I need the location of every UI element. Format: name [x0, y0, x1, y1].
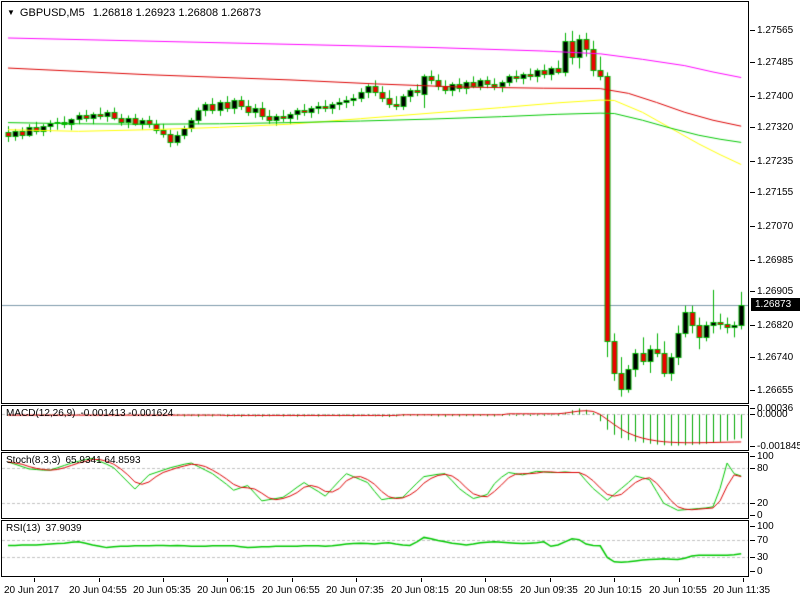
time-axis-tick — [292, 578, 293, 582]
chart-symbol-period: GBPUSD,M5 — [19, 7, 85, 19]
chart-header: ▼ GBPUSD,M5 1.26818 1.26923 1.26808 1.2687… — [7, 7, 261, 19]
macd-label: MACD(12,26,9) -0.001413 -0.001624 — [6, 408, 173, 419]
rsi-label: RSI(13) 37.9039 — [6, 523, 82, 534]
axis-tick-label: 100 — [750, 521, 774, 532]
time-axis-tick — [99, 578, 100, 582]
rsi-values: 37.9039 — [45, 523, 82, 534]
time-axis-label: 20 Jun 05:35 — [133, 585, 191, 596]
axis-tick-label: 1.27320 — [749, 122, 794, 133]
time-axis-tick — [743, 578, 744, 582]
macd-canvas[interactable] — [2, 406, 748, 450]
axis-tick-label: 1.26820 — [749, 320, 794, 331]
time-axis-label: 20 Jun 04:55 — [69, 585, 127, 596]
axis-tick-label: 20 — [749, 498, 769, 509]
stoch-label: Stoch(8,3,3) 65.9341 64.8593 — [6, 455, 141, 466]
axis-tick-label: -0.001845 — [749, 441, 800, 452]
time-axis-tick — [614, 578, 615, 582]
rsi-indicator-pane: RSI(13) 37.9039 — [1, 520, 749, 577]
time-axis-label: 20 Jun 10:55 — [649, 585, 707, 596]
time-axis-tick — [550, 578, 551, 582]
axis-tick-label: 1.26740 — [749, 352, 794, 363]
rsi-canvas[interactable] — [2, 521, 748, 576]
time-axis[interactable]: 20 Jun 2017 20 Jun 04:55 20 Jun 05:35 20 Ju… — [1, 578, 770, 600]
axis-tick-label: 0.0000 — [750, 409, 788, 420]
axis-tick-label: 80 — [749, 463, 769, 474]
time-axis-tick — [421, 578, 422, 582]
axis-tick-label: 1.27400 — [749, 91, 794, 102]
current-price-tag: 1.26873 — [751, 298, 800, 311]
stochastic-indicator-pane: Stoch(8,3,3) 65.9341 64.8593 — [1, 452, 749, 519]
axis-tick-label: 30 — [749, 552, 769, 563]
price-axis[interactable]: 1.27565 1.27485 1.27400 1.27320 1.27235 1.271… — [749, 0, 800, 600]
chart-ohlc-values: 1.26818 1.26923 1.26808 1.26873 — [92, 7, 261, 19]
time-axis-tick — [356, 578, 357, 582]
axis-tick-label: 1.26985 — [749, 255, 794, 266]
time-axis-label: 20 Jun 07:35 — [326, 585, 384, 596]
time-axis-label: 20 Jun 10:15 — [584, 585, 642, 596]
axis-tick-label: 1.27565 — [749, 25, 794, 36]
axis-tick-label: 0 — [750, 510, 763, 521]
time-axis-label: 20 Jun 06:55 — [262, 585, 320, 596]
stoch-canvas[interactable] — [2, 453, 748, 518]
time-axis-tick — [163, 578, 164, 582]
macd-values: -0.001413 -0.001624 — [80, 408, 174, 419]
axis-tick-label: 1.27155 — [749, 187, 794, 198]
axis-tick-label: 1.26905 — [749, 286, 794, 297]
rsi-title: RSI(13) — [6, 523, 41, 534]
time-axis-label: 20 Jun 08:55 — [455, 585, 513, 596]
macd-indicator-pane: MACD(12,26,9) -0.001413 -0.001624 — [1, 405, 749, 451]
axis-tick-label: 1.27485 — [749, 57, 794, 68]
main-chart-pane: ▼ GBPUSD,M5 1.26818 1.26923 1.26808 1.2687… — [1, 1, 749, 404]
axis-tick-label: 0 — [750, 566, 763, 577]
time-axis-label: 20 Jun 08:15 — [391, 585, 449, 596]
time-axis-label: 20 Jun 09:35 — [520, 585, 578, 596]
stoch-values: 65.9341 64.8593 — [65, 455, 141, 466]
symbol-dropdown-icon[interactable]: ▼ — [7, 8, 15, 17]
time-axis-tick — [679, 578, 680, 582]
axis-tick-label: 70 — [749, 535, 769, 546]
time-axis-label: 20 Jun 2017 — [4, 585, 60, 596]
time-axis-label: 20 Jun 06:15 — [197, 585, 255, 596]
axis-tick-label: 0.00036 — [749, 403, 794, 414]
main-chart-canvas[interactable] — [2, 2, 748, 403]
axis-tick-label: 1.26655 — [749, 385, 794, 396]
time-axis-tick — [34, 578, 35, 582]
axis-tick-label: 1.27070 — [749, 221, 794, 232]
time-axis-tick — [227, 578, 228, 582]
stoch-title: Stoch(8,3,3) — [6, 455, 61, 466]
time-axis-tick — [485, 578, 486, 582]
time-axis-label: 20 Jun 11:35 — [713, 585, 771, 596]
macd-title: MACD(12,26,9) — [6, 408, 76, 419]
axis-tick-label: 100 — [750, 451, 774, 462]
axis-tick-label: 1.27235 — [749, 156, 794, 167]
